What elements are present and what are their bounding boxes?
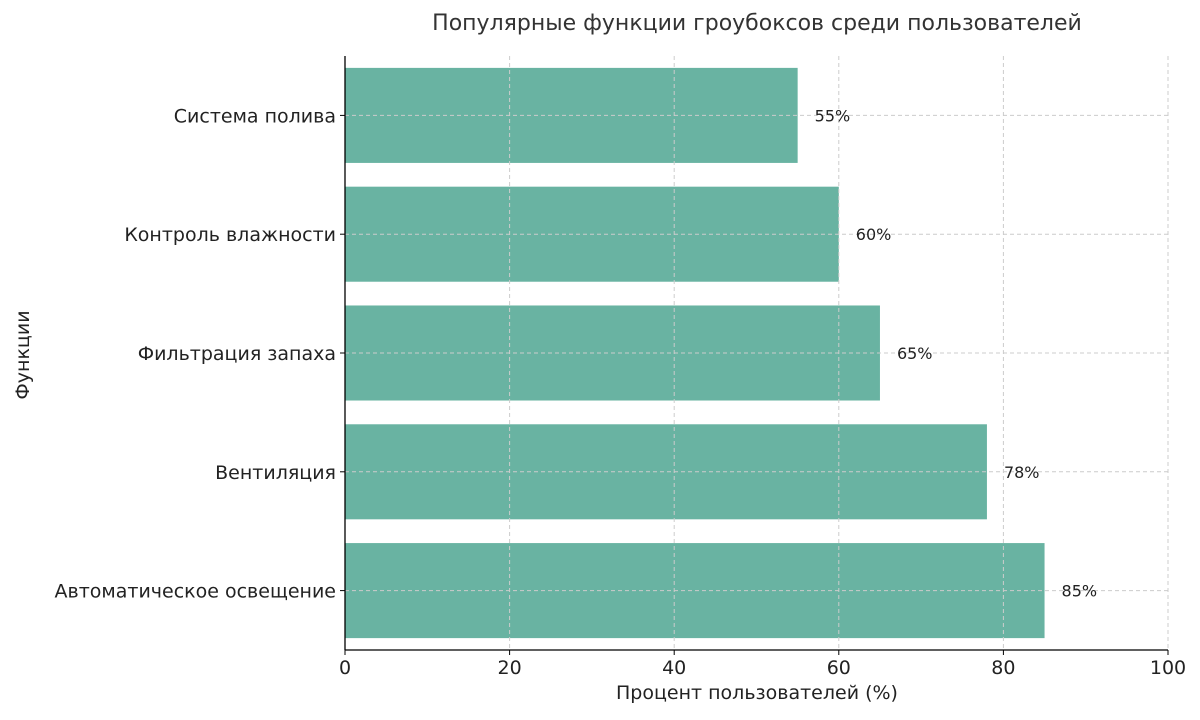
category-label: Автоматическое освещение — [55, 581, 336, 603]
category-label: Фильтрация запаха — [138, 343, 336, 365]
value-labels: 85% 78% 65% 60% 55% — [815, 106, 1097, 600]
category-label: Контроль влажности — [124, 224, 336, 246]
x-axis-label: Процент пользователей (%) — [616, 682, 898, 704]
bar — [345, 424, 987, 520]
bar — [345, 543, 1045, 639]
category-label: Система полива — [174, 105, 336, 127]
bars — [345, 67, 1045, 639]
chart-title: Популярные функции гроубоксов среди поль… — [432, 11, 1082, 36]
x-tick-label: 60 — [827, 657, 851, 679]
x-tick-label: 0 — [339, 657, 351, 679]
value-label: 85% — [1062, 582, 1098, 601]
value-label: 60% — [856, 225, 892, 244]
value-label: 78% — [1004, 463, 1040, 482]
y-axis-label: Функции — [12, 310, 34, 399]
x-tick-label: 80 — [991, 657, 1015, 679]
value-label: 55% — [815, 106, 851, 125]
axes — [340, 56, 1169, 655]
category-label: Вентиляция — [215, 462, 336, 484]
x-tick-label: 40 — [662, 657, 686, 679]
value-label: 65% — [897, 344, 933, 363]
x-tick-label: 100 — [1150, 657, 1186, 679]
x-tick-label: 20 — [498, 657, 522, 679]
tick-labels: Автоматическое освещение Вентиляция Фильтр… — [55, 105, 1187, 679]
